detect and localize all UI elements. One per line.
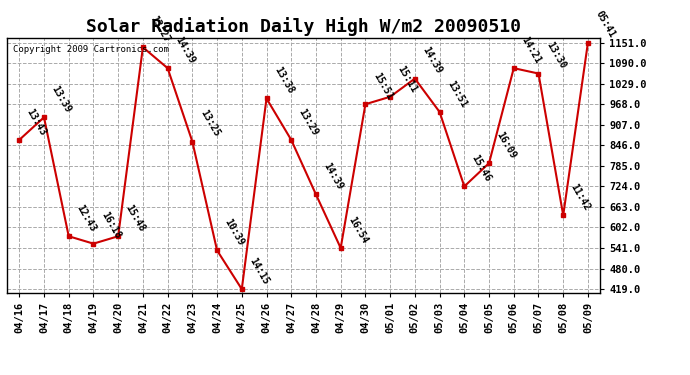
- Text: 13:38: 13:38: [272, 65, 295, 96]
- Text: 13:39: 13:39: [50, 84, 73, 114]
- Text: 05:41: 05:41: [593, 9, 617, 40]
- Text: 13:30: 13:30: [544, 40, 567, 71]
- Text: 16:54: 16:54: [346, 215, 370, 245]
- Text: 13:43: 13:43: [25, 106, 48, 137]
- Text: 14:15: 14:15: [247, 256, 270, 286]
- Text: 14:39: 14:39: [420, 45, 444, 76]
- Text: 15:46: 15:46: [470, 153, 493, 184]
- Text: 16:09: 16:09: [495, 130, 518, 160]
- Text: 11:42: 11:42: [569, 182, 592, 213]
- Text: 10:39: 10:39: [223, 217, 246, 248]
- Text: Copyright 2009 Cartronics.com: Copyright 2009 Cartronics.com: [13, 45, 169, 54]
- Text: 12:43: 12:43: [75, 203, 97, 234]
- Text: 13:27: 13:27: [148, 14, 172, 45]
- Text: 16:18: 16:18: [99, 210, 122, 241]
- Text: 14:39: 14:39: [322, 161, 345, 192]
- Text: 14:39: 14:39: [173, 35, 197, 65]
- Text: 13:51: 13:51: [445, 79, 469, 109]
- Text: 15:51: 15:51: [371, 71, 394, 101]
- Title: Solar Radiation Daily High W/m2 20090510: Solar Radiation Daily High W/m2 20090510: [86, 17, 521, 36]
- Text: 15:11: 15:11: [395, 64, 419, 94]
- Text: 13:29: 13:29: [297, 106, 320, 137]
- Text: 15:48: 15:48: [124, 203, 147, 234]
- Text: 13:25: 13:25: [198, 108, 221, 139]
- Text: 14:21: 14:21: [520, 35, 542, 65]
